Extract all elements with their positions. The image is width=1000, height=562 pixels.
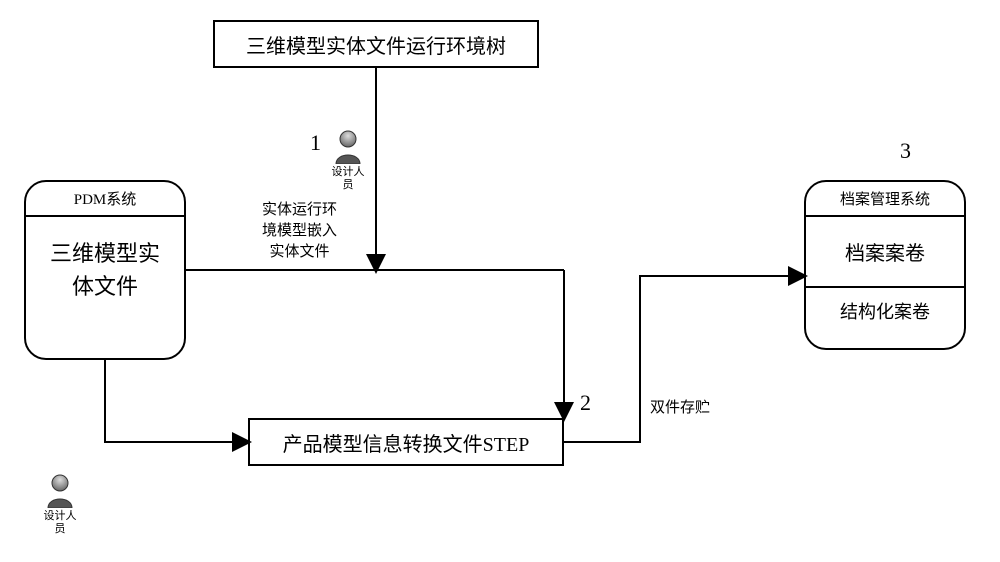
designer-caption-2: 设计人员 — [40, 510, 80, 536]
pdm-body: 三维模型实 体文件 — [26, 217, 184, 323]
env-tree-box: 三维模型实体文件运行环境树 — [213, 20, 539, 68]
pdm-system-box: PDM系统 三维模型实 体文件 — [24, 180, 186, 360]
embed-label: 实体运行环 境模型嵌入 实体文件 — [262, 200, 337, 263]
step-file-label: 产品模型信息转换文件STEP — [283, 428, 530, 457]
designer-actor-2: 设计人员 — [40, 474, 80, 536]
step-number-1: 1 — [310, 130, 321, 156]
person-icon — [46, 474, 74, 508]
dual-store-label: 双件存贮 — [650, 398, 710, 419]
step-number-3: 3 — [900, 138, 911, 164]
designer-caption-1: 设计人 员 — [328, 166, 368, 192]
archive-section-2: 结构化案卷 — [806, 286, 964, 334]
designer-actor-1: 设计人 员 — [328, 130, 368, 192]
env-tree-label: 三维模型实体文件运行环境树 — [246, 30, 506, 59]
archive-section-1: 档案案卷 — [806, 217, 964, 286]
pdm-header: PDM系统 — [26, 182, 184, 217]
archive-system-box: 档案管理系统 档案案卷 结构化案卷 — [804, 180, 966, 350]
step-file-box: 产品模型信息转换文件STEP — [248, 418, 564, 466]
person-icon — [334, 130, 362, 164]
archive-header: 档案管理系统 — [806, 182, 964, 217]
step-number-2: 2 — [580, 390, 591, 416]
